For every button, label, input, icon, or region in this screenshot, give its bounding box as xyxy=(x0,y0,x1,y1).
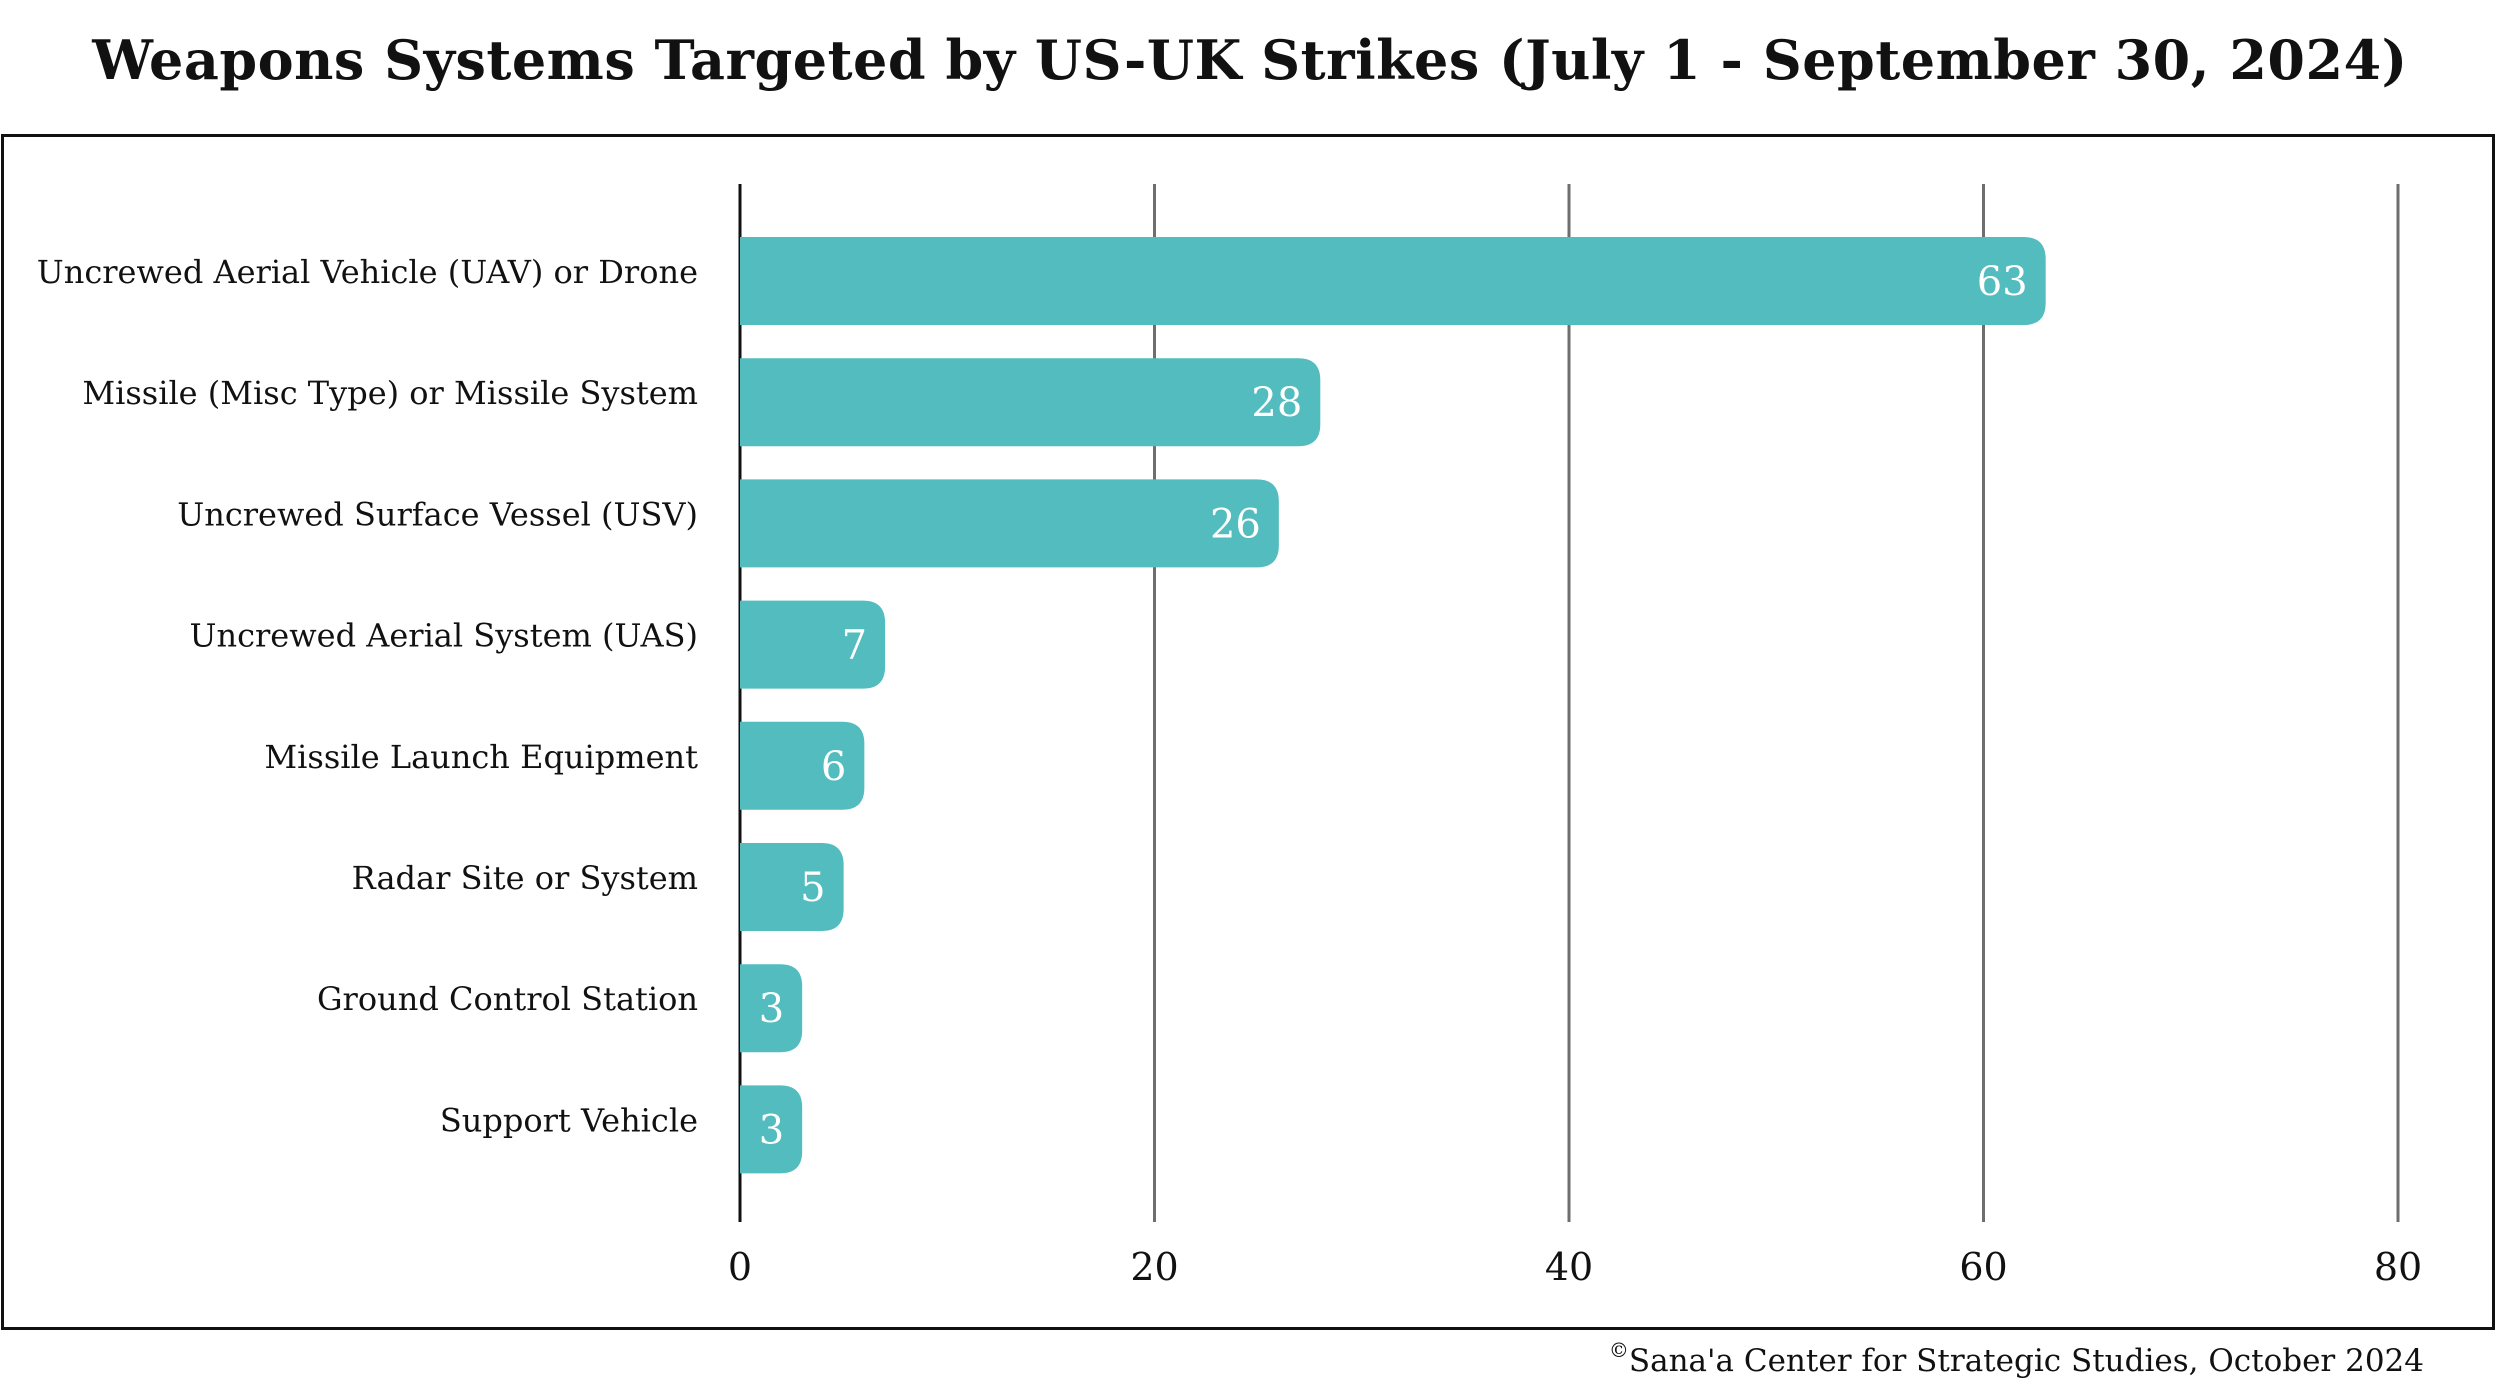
category-label: Radar Site or System xyxy=(352,859,698,897)
x-tick-label: 60 xyxy=(1959,1245,2007,1289)
data-label: 26 xyxy=(1210,501,1261,547)
data-label: 7 xyxy=(842,623,867,669)
bar xyxy=(740,843,844,931)
data-label: 63 xyxy=(1977,259,2028,305)
x-tick-label: 0 xyxy=(728,1245,752,1289)
x-axis-ticks: 0 20 40 60 80 xyxy=(728,1245,2422,1289)
data-label: 3 xyxy=(759,986,784,1032)
category-label: Uncrewed Surface Vessel (USV) xyxy=(177,495,698,533)
bar xyxy=(740,721,865,810)
source-text: Sana'a Center for Strategic Studies, Oct… xyxy=(1628,1343,2424,1379)
category-label: Uncrewed Aerial Vehicle (UAV) or Drone xyxy=(37,253,698,291)
x-tick-label: 80 xyxy=(2374,1245,2422,1289)
category-label: Uncrewed Aerial System (UAS) xyxy=(190,617,699,655)
gridlines xyxy=(738,184,2400,1222)
category-label: Missile (Misc Type) or Missile System xyxy=(82,374,698,412)
copyright-symbol: © xyxy=(1608,1338,1629,1362)
category-label: Missile Launch Equipment xyxy=(264,738,698,776)
chart-frame xyxy=(1,134,2495,1330)
category-labels: Uncrewed Aerial Vehicle (UAV) or Drone Mi… xyxy=(37,253,698,1139)
data-label: 3 xyxy=(759,1107,784,1153)
bar xyxy=(740,358,1321,447)
bar xyxy=(740,600,886,689)
category-label: Support Vehicle xyxy=(440,1101,698,1139)
data-label: 5 xyxy=(800,865,825,911)
chart-title: Weapons Systems Targeted by US-UK Strike… xyxy=(92,28,2408,92)
source-credit: ©Sana'a Center for Strategic Studies, Oc… xyxy=(1609,1338,2424,1379)
x-tick-label: 40 xyxy=(1545,1245,1593,1289)
bar xyxy=(740,237,2046,325)
bar xyxy=(740,964,803,1053)
data-label: 6 xyxy=(821,744,846,790)
bars: 63 28 26 7 6 5 3 3 xyxy=(740,237,2046,1174)
x-tick-label: 20 xyxy=(1130,1245,1178,1289)
data-label: 28 xyxy=(1251,380,1302,426)
bar xyxy=(740,479,1279,568)
category-label: Ground Control Station xyxy=(317,980,698,1018)
bar xyxy=(740,1085,803,1174)
